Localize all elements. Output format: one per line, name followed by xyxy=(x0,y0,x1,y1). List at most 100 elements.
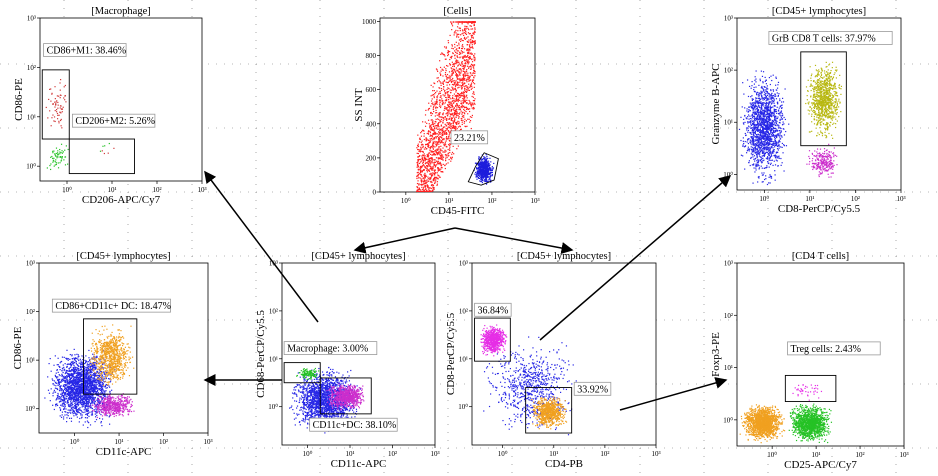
scatter-point xyxy=(424,183,426,185)
scatter-point xyxy=(757,122,759,124)
y-tick-label: 10³ xyxy=(724,15,733,23)
scatter-point xyxy=(467,21,470,23)
scatter-point xyxy=(445,68,447,70)
scatter-point xyxy=(758,153,760,155)
scatter-point xyxy=(771,123,773,125)
scatter-point xyxy=(433,187,435,190)
scatter-point xyxy=(767,132,770,134)
scatter-point xyxy=(416,191,418,192)
scatter-point xyxy=(762,127,764,129)
scatter-point xyxy=(449,56,452,58)
scatter-point xyxy=(54,120,56,123)
scatter-point xyxy=(773,112,775,114)
scatter-point xyxy=(428,187,430,189)
scatter-point xyxy=(469,57,472,60)
scatter-point xyxy=(750,148,753,150)
scatter-point xyxy=(421,143,423,145)
scatter-point xyxy=(770,139,772,141)
scatter-point xyxy=(419,159,421,161)
scatter-point xyxy=(431,184,434,186)
scatter-point xyxy=(422,169,424,171)
scatter-point xyxy=(444,102,446,104)
scatter-point xyxy=(487,160,490,162)
scatter-point xyxy=(754,118,756,120)
scatter-point xyxy=(428,108,430,110)
scatter-point xyxy=(773,108,775,110)
scatter-point xyxy=(770,147,772,149)
scatter-point xyxy=(463,56,465,58)
scatter-point xyxy=(776,130,778,132)
scatter-point xyxy=(772,141,775,143)
scatter-point xyxy=(446,154,448,156)
scatter-point xyxy=(432,165,434,168)
scatter-point xyxy=(477,164,479,166)
scatter-point xyxy=(758,113,760,115)
scatter-point xyxy=(422,146,424,149)
scatter-point xyxy=(760,131,762,133)
scatter-point xyxy=(477,168,479,170)
scatter-point xyxy=(771,140,773,143)
scatter-point xyxy=(423,191,425,192)
scatter-point xyxy=(770,175,773,178)
scatter-point xyxy=(469,42,472,44)
scatter-point xyxy=(758,106,760,108)
scatter-point xyxy=(482,178,484,181)
scatter-point xyxy=(56,100,58,102)
scatter-point xyxy=(462,57,464,60)
scatter-point xyxy=(50,163,52,165)
scatter-point xyxy=(779,141,781,143)
scatter-point xyxy=(483,158,486,160)
scatter-point xyxy=(54,101,56,103)
scatter-point xyxy=(758,84,760,87)
scatter-point xyxy=(764,128,766,130)
scatter-point xyxy=(752,139,754,141)
scatter-point xyxy=(425,191,427,192)
scatter-point xyxy=(449,77,451,79)
scatter-point xyxy=(750,105,752,107)
scatter-point xyxy=(438,105,441,107)
scatter-point xyxy=(483,162,485,164)
scatter-point xyxy=(463,96,465,98)
scatter-point xyxy=(747,95,750,98)
scatter-point xyxy=(755,97,758,99)
scatter-point xyxy=(447,155,449,157)
scatter-point xyxy=(456,61,458,63)
scatter-point xyxy=(485,163,487,165)
x-axis-label: CD45-FITC xyxy=(431,205,485,217)
scatter-point xyxy=(821,112,823,115)
scatter-point xyxy=(766,111,768,113)
scatter-point xyxy=(766,118,768,120)
scatter-point xyxy=(765,133,767,135)
scatter-point xyxy=(427,109,429,111)
scatter-point xyxy=(471,95,473,98)
scatter-point xyxy=(755,136,757,138)
scatter-point xyxy=(769,118,771,120)
scatter-point xyxy=(826,103,828,106)
scatter-point xyxy=(442,147,444,149)
scatter-point xyxy=(466,97,468,99)
scatter-point xyxy=(440,87,443,90)
scatter-point xyxy=(58,122,60,124)
scatter-point xyxy=(760,70,762,72)
scatter-point xyxy=(52,103,54,105)
x-tick-label: 10⁰ xyxy=(401,197,411,205)
scatter-point xyxy=(45,106,47,109)
scatter-point xyxy=(421,131,423,133)
scatter-point xyxy=(751,138,754,140)
scatter-point xyxy=(48,98,50,101)
scatter-point xyxy=(471,58,473,61)
scatter-point xyxy=(488,167,491,169)
scatter-point xyxy=(452,89,454,91)
scatter-point xyxy=(53,116,56,118)
scatter-point xyxy=(441,154,444,156)
scatter-point xyxy=(766,88,768,90)
scatter-point xyxy=(429,153,432,155)
scatter-point xyxy=(437,167,439,169)
scatter-point xyxy=(752,146,754,149)
scatter-point xyxy=(422,150,424,153)
scatter-point xyxy=(67,163,69,165)
scatter-point xyxy=(473,100,476,102)
scatter-point xyxy=(455,110,457,112)
scatter-point xyxy=(773,135,775,137)
scatter-point xyxy=(765,157,767,159)
